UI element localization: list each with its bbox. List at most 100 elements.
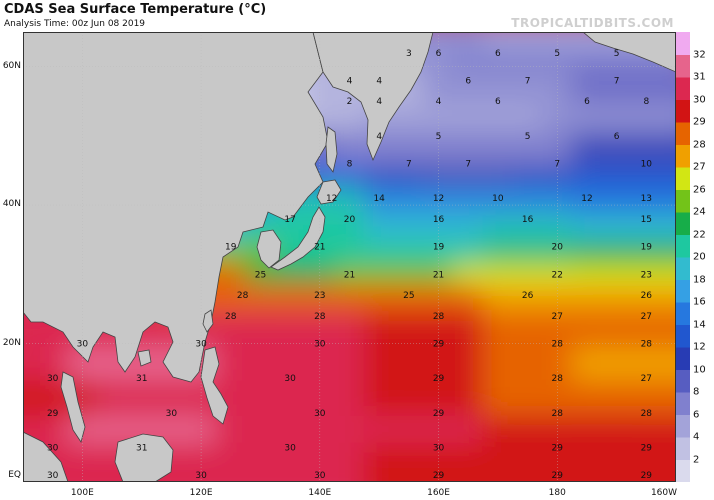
sst-value-label: 10 xyxy=(641,160,653,170)
sst-value-label: 27 xyxy=(641,374,652,384)
longitude-label: 160W xyxy=(650,488,678,498)
sst-value-label: 6 xyxy=(495,97,501,107)
longitude-label: 100E xyxy=(70,488,94,498)
sst-value-label: 25 xyxy=(403,291,414,301)
land-philippines xyxy=(200,346,229,425)
sst-value-label: 28 xyxy=(552,409,564,419)
sst-value-label: 29 xyxy=(433,471,445,481)
sst-cell xyxy=(571,443,676,482)
colorbar-label: 32 xyxy=(693,49,706,60)
sst-value-label: 5 xyxy=(614,49,620,59)
sst-value-labels: 3 6 6 5 5 4 4 6 7 7 2 4 4 6 6 8 4 5 5 6 8 7 7 7 10 12 14 12 10 12 13 17… xyxy=(47,49,652,481)
sst-value-label: 16 xyxy=(433,215,445,225)
sst-value-label: 6 xyxy=(465,76,471,86)
sst-value-label: 28 xyxy=(237,291,249,301)
colorbar-label: 26 xyxy=(693,184,706,195)
sst-value-label: 19 xyxy=(433,243,445,253)
colorbar-label: 2 xyxy=(693,454,700,465)
sst-value-label: 3 xyxy=(406,49,412,59)
sst-value-label: 28 xyxy=(641,340,653,350)
sst-value-label: 19 xyxy=(641,243,653,253)
colorbar-segment xyxy=(676,99,690,123)
colorbar-segment xyxy=(676,167,690,190)
land-borneo xyxy=(114,433,174,482)
colorbar-label: 12 xyxy=(693,341,706,353)
sst-value-label: 14 xyxy=(373,194,385,204)
sst-value-label: 7 xyxy=(465,160,471,170)
colorbar-segment xyxy=(676,212,690,235)
sst-value-label: 31 xyxy=(136,443,147,453)
sst-value-label: 21 xyxy=(314,243,325,253)
land-kamchatka xyxy=(312,32,434,162)
sst-value-label: 12 xyxy=(326,194,337,204)
sst-value-label: 30 xyxy=(47,471,59,481)
colorbar-segment xyxy=(676,324,690,348)
sst-value-label: 19 xyxy=(225,243,237,253)
colorbar-label: 6 xyxy=(693,409,700,420)
colorbar-segment xyxy=(676,302,690,325)
colorbar-segment xyxy=(676,414,690,438)
land-layer xyxy=(23,32,676,482)
analysis-time: Analysis Time: 00z Jun 08 2019 xyxy=(4,19,146,29)
colorbar xyxy=(676,32,690,482)
sst-value-label: 29 xyxy=(433,340,445,350)
sst-value-label: 27 xyxy=(641,312,652,322)
colorbar-label: 29 xyxy=(693,116,706,128)
map-border xyxy=(23,32,676,482)
sst-value-label: 23 xyxy=(641,270,652,280)
sst-value-label: 13 xyxy=(641,194,652,204)
sst-value-label: 28 xyxy=(641,409,653,419)
sst-value-label: 16 xyxy=(522,215,534,225)
sst-value-label: 29 xyxy=(433,409,445,419)
colorbar-segment xyxy=(676,347,690,370)
sst-value-label: 30 xyxy=(284,374,296,384)
sst-value-label: 28 xyxy=(433,312,445,322)
sst-value-label: 12 xyxy=(433,194,444,204)
sst-value-label: 4 xyxy=(436,97,442,107)
sst-value-label: 30 xyxy=(284,443,296,453)
colorbar-segment xyxy=(676,144,690,168)
latitude-label: 40N xyxy=(2,199,21,210)
land-alaska xyxy=(582,32,676,73)
colorbar-segment xyxy=(676,459,690,482)
sst-value-label: 29 xyxy=(552,471,564,481)
sst-value-label: 8 xyxy=(643,97,649,107)
sst-value-label: 31 xyxy=(136,374,147,384)
sst-value-label: 28 xyxy=(552,340,564,350)
graticule xyxy=(23,32,676,482)
sst-value-label: 4 xyxy=(376,97,382,107)
sst-value-label: 30 xyxy=(166,409,178,419)
sst-value-label: 8 xyxy=(347,160,353,170)
sst-value-label: 6 xyxy=(584,97,590,107)
sst-value-label: 20 xyxy=(552,243,564,253)
colorbar-segment xyxy=(676,122,690,145)
colorbar-segment xyxy=(676,77,690,100)
longitude-label: 120E xyxy=(189,488,213,498)
sst-value-label: 30 xyxy=(47,443,59,453)
land-hainan xyxy=(137,349,152,367)
sst-value-label: 29 xyxy=(47,409,59,419)
colorbar-label: 28 xyxy=(693,139,706,150)
sst-value-label: 15 xyxy=(641,215,652,225)
colorbar-label: 8 xyxy=(693,386,700,398)
brand-watermark: TROPICALTIDBITS.COM xyxy=(511,16,674,30)
sst-value-label: 30 xyxy=(314,409,326,419)
sst-value-label: 21 xyxy=(433,270,444,280)
sst-value-label: 29 xyxy=(641,443,653,453)
chart-title: CDAS Sea Surface Temperature (°C) xyxy=(4,2,267,17)
sst-value-label: 29 xyxy=(433,374,445,384)
sst-value-label: 6 xyxy=(614,132,620,142)
sst-value-label: 5 xyxy=(554,49,560,59)
colorbar-label: 30 xyxy=(693,94,706,105)
sst-value-label: 7 xyxy=(406,160,412,170)
sst-value-label: 30 xyxy=(195,340,207,350)
colorbar-segment xyxy=(676,257,690,280)
colorbar-segment xyxy=(676,369,690,393)
latitude-label: EQ xyxy=(8,470,21,480)
sst-value-label: 5 xyxy=(525,132,531,142)
sst-value-label: 30 xyxy=(77,340,89,350)
colorbar-label: 16 xyxy=(693,296,706,308)
sst-value-label: 10 xyxy=(492,194,504,204)
land-taiwan xyxy=(202,309,214,333)
land-korea xyxy=(256,229,282,269)
